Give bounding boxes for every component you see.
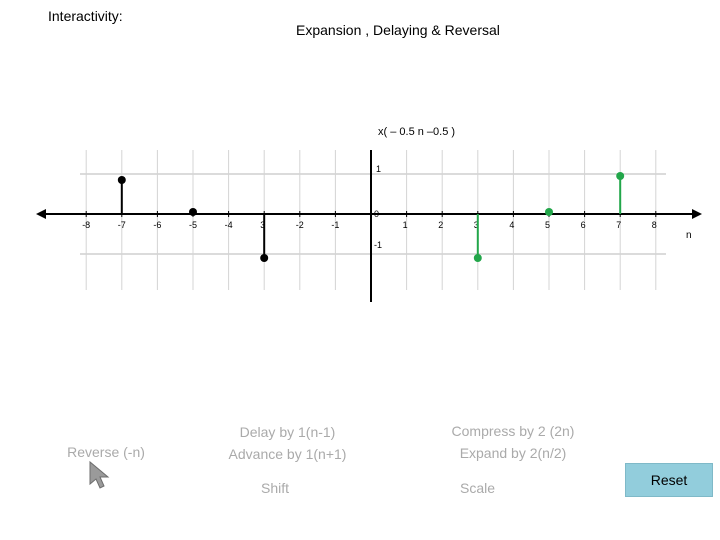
grid-lines (80, 150, 666, 290)
y-tick-label: 1 (376, 164, 381, 174)
x-axis-arrow-right-icon (692, 209, 702, 219)
x-tick-label: -6 (153, 220, 161, 230)
x-tick-label: -1 (331, 220, 339, 230)
x-axis-label: n (686, 230, 692, 241)
plot-title: x( – 0.5 n –0.5 ) (378, 126, 455, 138)
stem-marker (473, 254, 482, 262)
stem-plot: -8 -7 -6 -5 -4 3 -2 -1 0 1 2 3 4 5 6 7 8 1 -1 x( – 0.5 n –… (36, 126, 702, 302)
scale-button[interactable]: Scale (459, 480, 496, 496)
reset-button[interactable]: Reset (625, 463, 713, 497)
x-tick-label: -5 (189, 220, 197, 230)
delay-button[interactable]: Delay by 1(n-1) (239, 424, 336, 440)
x-tick-label: 3 (260, 220, 265, 230)
compress-button[interactable]: Compress by 2 (2n) (451, 423, 575, 439)
stem-marker (260, 254, 269, 262)
interactivity-label: Interactivity: (48, 8, 123, 24)
x-tick-label: 7 (616, 220, 621, 230)
x-tick-label: 6 (581, 220, 586, 230)
stem-marker (189, 208, 197, 216)
x-tick-label: 5 (545, 220, 550, 230)
stem-marker (545, 208, 553, 216)
expand-button[interactable]: Expand by 2(n/2) (459, 445, 567, 461)
compress-expand-group: Compress by 2 (2n) Expand by 2(n/2) (438, 420, 588, 464)
reverse-button[interactable]: Reverse (-n) (67, 444, 145, 460)
x-tick-label: -8 (82, 220, 90, 230)
x-tick-label: 1 (403, 220, 408, 230)
x-tick-label: 8 (652, 220, 657, 230)
shift-button[interactable]: Shift (260, 480, 289, 496)
x-tick-label: -7 (118, 220, 126, 230)
delay-advance-group: Delay by 1(n-1) Advance by 1(n+1) (215, 421, 360, 465)
stem-marker (616, 172, 625, 180)
ticks: -8 -7 -6 -5 -4 3 -2 -1 0 1 2 3 4 5 6 7 8 1 -1 (82, 164, 657, 250)
x-tick-label: -4 (225, 220, 233, 230)
x-tick-label: -2 (296, 220, 304, 230)
x-tick-label: 3 (474, 220, 479, 230)
x-tick-label: 4 (509, 220, 514, 230)
advance-button[interactable]: Advance by 1(n+1) (228, 446, 347, 462)
stems (117, 172, 625, 262)
y-tick-label: -1 (374, 240, 382, 250)
x-tick-label: 0 (374, 209, 379, 219)
x-axis-arrow-left-icon (36, 209, 46, 219)
x-tick-label: 2 (438, 220, 443, 230)
stem-marker (117, 176, 126, 184)
slide-title: Expansion , Delaying & Reversal (296, 22, 500, 38)
pointer-arrow-icon (88, 460, 116, 495)
